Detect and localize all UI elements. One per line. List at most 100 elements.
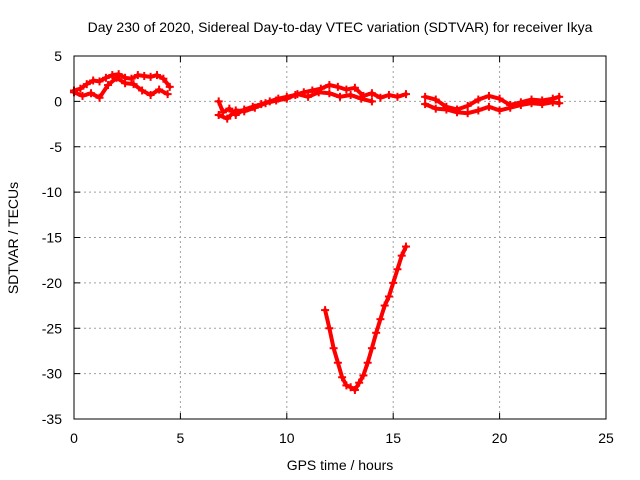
x-tick-label: 20 — [492, 430, 508, 446]
data-point — [516, 101, 525, 110]
data-point — [321, 306, 330, 315]
data-point — [293, 90, 302, 99]
data-point — [350, 385, 359, 394]
data-point — [393, 92, 402, 101]
data-point — [121, 79, 130, 88]
data-point — [474, 106, 483, 115]
data-point — [329, 344, 338, 353]
data-point — [367, 97, 376, 106]
data-point — [384, 91, 393, 100]
x-axis-label: GPS time / hours — [287, 457, 394, 473]
data-point — [304, 92, 313, 101]
data-point — [155, 85, 164, 94]
data-point — [431, 95, 440, 104]
data-point — [474, 95, 483, 104]
x-tick-label: 5 — [177, 430, 185, 446]
data-point — [165, 82, 174, 91]
data-point — [397, 251, 406, 260]
data-point — [101, 73, 110, 82]
data-point — [389, 278, 398, 287]
data-point — [146, 72, 155, 81]
data-point — [250, 103, 259, 112]
y-tick-label: -25 — [42, 320, 62, 336]
data-point — [463, 101, 472, 110]
data-point — [325, 81, 334, 90]
data-point — [214, 97, 223, 106]
data-point — [282, 94, 291, 103]
data-point — [442, 105, 451, 114]
data-point — [363, 358, 372, 367]
series-arc-1-upper — [70, 70, 174, 95]
series-line — [216, 90, 374, 121]
data-point — [95, 77, 104, 86]
data-point — [129, 80, 138, 89]
data-point — [231, 106, 240, 115]
data-series — [70, 70, 564, 394]
data-point — [127, 74, 136, 83]
data-point — [393, 265, 402, 274]
data-point — [372, 328, 381, 337]
data-point — [431, 104, 440, 113]
data-point — [146, 91, 155, 100]
ticks: 0 5 10 15 20 25 -35 -30 -25 -20 -15 -10 -5 0 5 — [42, 48, 614, 446]
data-point — [495, 94, 504, 103]
data-point — [272, 96, 281, 105]
data-point — [76, 84, 85, 93]
grid — [74, 56, 606, 419]
data-point — [95, 93, 104, 102]
y-tick-label: -5 — [50, 139, 63, 155]
data-point — [484, 91, 493, 100]
data-point — [367, 89, 376, 98]
data-point — [453, 108, 462, 117]
x-tick-label: 25 — [598, 430, 614, 446]
data-point — [506, 103, 515, 112]
data-point — [346, 383, 355, 392]
y-tick-label: 0 — [54, 93, 62, 109]
x-tick-label: 0 — [70, 430, 78, 446]
data-point — [384, 292, 393, 301]
data-point — [350, 83, 359, 92]
x-tick-label: 10 — [279, 430, 295, 446]
data-point — [380, 301, 389, 310]
data-point — [463, 109, 472, 118]
x-tick-label: 15 — [385, 430, 401, 446]
data-point — [325, 324, 334, 333]
data-point — [336, 92, 344, 101]
y-tick-label: -15 — [42, 230, 62, 246]
chart-title: Day 230 of 2020, Sidereal Day-to-day VTE… — [88, 19, 593, 35]
data-point — [376, 315, 385, 324]
data-point — [342, 381, 351, 390]
data-point — [527, 99, 536, 108]
series-arc-3-lower — [421, 98, 564, 118]
y-tick-label: -35 — [42, 411, 62, 427]
plot-frame — [73, 55, 607, 420]
data-point — [495, 106, 504, 115]
data-point — [314, 88, 323, 97]
data-point — [240, 107, 249, 116]
data-point — [104, 81, 113, 90]
data-point — [225, 104, 234, 113]
data-point — [261, 99, 270, 108]
data-point — [367, 344, 376, 353]
data-point — [359, 371, 368, 380]
data-point — [152, 71, 161, 80]
data-point — [78, 91, 87, 100]
data-point — [401, 242, 410, 251]
data-point — [355, 378, 364, 387]
data-point — [333, 82, 342, 91]
data-point — [401, 90, 410, 99]
y-tick-label: -20 — [42, 275, 62, 291]
data-point — [87, 89, 96, 98]
data-point — [346, 91, 355, 100]
data-point — [112, 73, 121, 82]
data-point — [376, 93, 385, 102]
data-point — [82, 80, 91, 89]
data-point — [338, 373, 347, 382]
y-tick-label: 5 — [54, 48, 62, 64]
data-point — [333, 358, 342, 367]
series-arc-4 — [321, 242, 410, 394]
series-arc-1-lower — [70, 73, 172, 102]
data-point — [555, 99, 564, 108]
